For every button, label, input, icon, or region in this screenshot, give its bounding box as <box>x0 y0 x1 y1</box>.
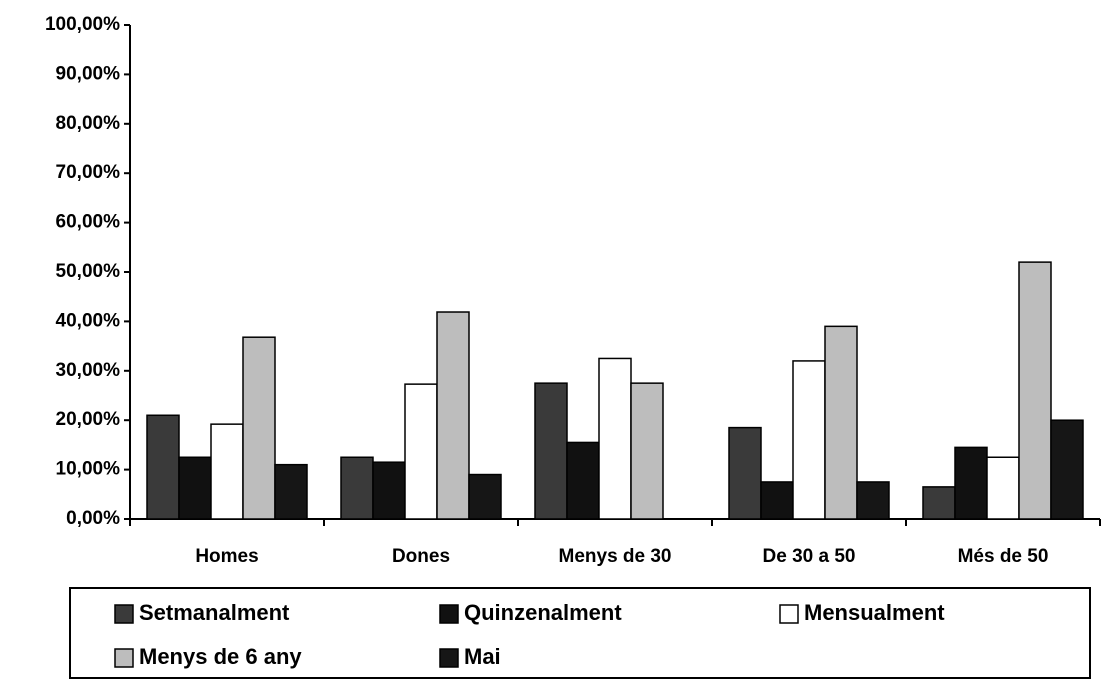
bar <box>404 383 438 520</box>
legend-label: Mensualment <box>804 600 945 625</box>
legend-label: Setmanalment <box>139 600 290 625</box>
bar <box>1018 261 1052 520</box>
bar <box>954 446 988 520</box>
legend-swatch <box>439 648 459 668</box>
bar <box>986 456 1020 520</box>
x-tick-label: Dones <box>392 546 450 567</box>
y-tick-label: 90,00% <box>56 63 121 84</box>
bar <box>340 456 374 520</box>
bar <box>436 311 470 520</box>
bar <box>728 426 762 520</box>
bar <box>760 481 794 520</box>
x-tick-label: Homes <box>195 546 258 567</box>
bar <box>566 441 600 520</box>
bar <box>372 461 406 520</box>
y-tick-label: 0,00% <box>66 508 120 529</box>
x-tick-label: Menys de 30 <box>559 546 672 567</box>
bar <box>178 456 212 520</box>
bar <box>792 360 826 520</box>
x-tick-label: Més de 50 <box>958 546 1049 567</box>
bar <box>242 336 276 520</box>
bar <box>856 481 890 520</box>
bar <box>824 325 858 520</box>
bar <box>210 423 244 520</box>
y-tick-label: 100,00% <box>45 14 120 35</box>
y-tick-label: 60,00% <box>56 212 121 233</box>
y-tick-label: 30,00% <box>56 360 121 381</box>
legend-swatch <box>114 648 134 668</box>
bar <box>1050 419 1084 520</box>
bar <box>598 357 632 520</box>
bar <box>146 414 180 520</box>
y-tick-label: 10,00% <box>56 459 121 480</box>
legend-swatch <box>779 604 799 624</box>
legend-label: Quinzenalment <box>464 600 622 625</box>
bar <box>274 463 308 520</box>
y-tick-label: 70,00% <box>56 162 121 183</box>
y-tick-label: 40,00% <box>56 310 121 331</box>
legend-box <box>69 587 1091 679</box>
legend-label: Mai <box>464 644 501 669</box>
y-tick-label: 80,00% <box>56 113 121 134</box>
y-tick-label: 20,00% <box>56 409 121 430</box>
legend-swatch <box>114 604 134 624</box>
bar <box>922 486 956 520</box>
legend-swatch <box>439 604 459 624</box>
bar <box>630 382 664 520</box>
bar <box>468 473 502 520</box>
y-tick-label: 50,00% <box>56 261 121 282</box>
legend-label: Menys de 6 any <box>139 644 302 669</box>
x-tick-label: De 30 a 50 <box>763 546 856 567</box>
bar <box>534 382 568 520</box>
